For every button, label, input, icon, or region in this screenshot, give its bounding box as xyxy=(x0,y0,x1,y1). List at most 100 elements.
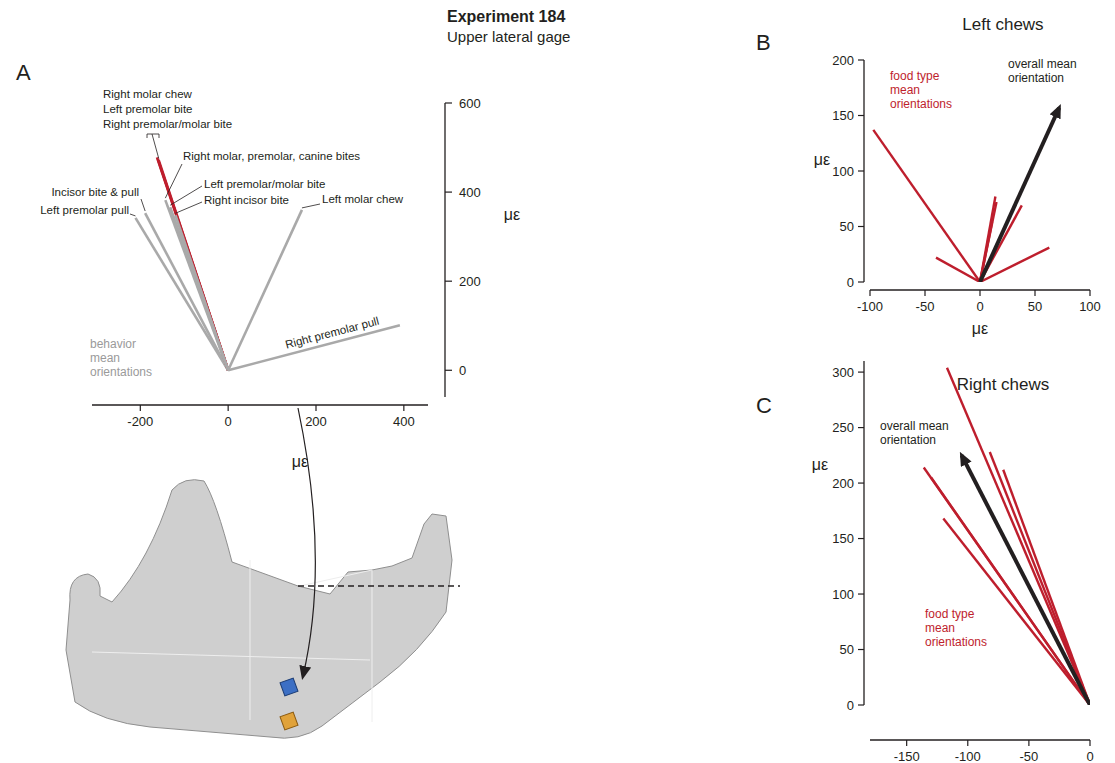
x-tick xyxy=(140,405,141,411)
panel-title: Left chews xyxy=(962,15,1043,34)
figure: Experiment 184 Upper lateral gage A -200 0 20… xyxy=(0,0,1115,763)
vector-label: Right incisor bite xyxy=(204,194,289,206)
panel-letter: B xyxy=(756,30,771,55)
x-tick xyxy=(1034,290,1035,296)
vector-label: Left premolar/molar bite xyxy=(204,178,325,190)
y-tick xyxy=(858,371,864,372)
annotation-line: orientation xyxy=(880,433,936,447)
x-tick-label: -50 xyxy=(1019,749,1038,763)
vector-label: Left molar chew xyxy=(322,193,404,205)
bracket xyxy=(147,134,159,138)
y-tick xyxy=(858,170,864,171)
vector xyxy=(1003,470,1090,705)
annotation-line: food type xyxy=(890,69,940,83)
y-tick xyxy=(858,115,864,116)
panel-B: BLeft chews-100-50050100050100150200μεμε… xyxy=(756,15,1101,337)
vector xyxy=(165,200,228,370)
y-axis-title: με xyxy=(812,456,828,473)
y-tick xyxy=(445,191,452,192)
y-tick-label: 50 xyxy=(840,219,854,234)
x-tick-label: 50 xyxy=(1028,299,1042,314)
panel-letter: A xyxy=(16,60,31,85)
annotation-line: orientations xyxy=(890,97,952,111)
vectors xyxy=(135,157,399,370)
y-axis xyxy=(444,103,445,397)
annotation: food typemeanorientations xyxy=(890,69,952,111)
x-tick-label: 100 xyxy=(1079,299,1101,314)
vector xyxy=(159,160,228,370)
x-tick-label: 0 xyxy=(1086,749,1093,763)
upper-gage xyxy=(280,678,298,696)
x-axis xyxy=(92,404,428,405)
y-tick xyxy=(858,482,864,483)
vector xyxy=(936,258,980,282)
x-tick-label: -150 xyxy=(894,749,920,763)
y-axis-title: με xyxy=(504,206,520,223)
x-tick-label: -200 xyxy=(127,414,153,429)
y-tick xyxy=(858,427,864,428)
panel-letter: C xyxy=(756,393,772,418)
vectors xyxy=(924,368,1090,705)
mandible xyxy=(66,480,452,739)
annotation-line: food type xyxy=(925,607,975,621)
y-tick-label: 200 xyxy=(832,476,854,491)
y-tick-label: 100 xyxy=(832,164,854,179)
annotation-line: orientations xyxy=(925,635,987,649)
vector-labels: Left premolar pull Incisor bite & pull Rig… xyxy=(40,88,404,351)
annotation: overall meanorientation xyxy=(880,419,949,447)
x-tick-label: 200 xyxy=(305,414,327,429)
x-axis-title: με xyxy=(972,320,988,337)
mandible-illustration xyxy=(66,408,460,738)
annotation-line: overall mean xyxy=(880,419,949,433)
vector-label: Left premolar pull xyxy=(40,204,129,216)
vector-label: Left premolar bite xyxy=(103,103,193,115)
vector xyxy=(980,202,997,282)
lower-gage xyxy=(280,712,298,730)
occlusal-line xyxy=(298,585,460,587)
x-tick xyxy=(1089,740,1090,746)
y-tick-label: 600 xyxy=(459,96,481,111)
annotation-line: mean xyxy=(890,83,920,97)
mean-vector xyxy=(980,108,1059,282)
leader-line xyxy=(170,186,202,205)
y-tick-label: 0 xyxy=(847,275,854,290)
vector xyxy=(145,213,228,370)
vector xyxy=(931,478,1090,705)
x-tick-label: 0 xyxy=(976,299,983,314)
y-tick xyxy=(445,370,452,371)
x-axis-title: με xyxy=(292,453,308,470)
leader-line xyxy=(302,204,320,208)
x-tick-label: 0 xyxy=(225,414,232,429)
mandible-guide xyxy=(92,560,372,722)
vector xyxy=(990,452,1090,705)
leader-line xyxy=(152,134,159,158)
pointer-arrow xyxy=(298,408,315,676)
y-tick-label: 200 xyxy=(459,274,481,289)
y-tick-label: 0 xyxy=(459,363,466,378)
y-tick-label: 300 xyxy=(832,365,854,380)
vector-label: Incisor bite & pull xyxy=(51,186,139,198)
y-tick xyxy=(858,59,864,60)
y-tick xyxy=(858,649,864,650)
y-tick-label: 50 xyxy=(840,642,854,657)
x-tick xyxy=(906,740,907,746)
x-tick xyxy=(1028,740,1029,746)
vector-label: Right premolar/molar bite xyxy=(103,118,232,130)
y-tick xyxy=(445,281,452,282)
y-tick-label: 250 xyxy=(832,420,854,435)
x-tick-label: 400 xyxy=(393,414,415,429)
x-tick xyxy=(403,405,404,411)
annotation-line: overall mean xyxy=(1008,57,1077,71)
x-tick-label: -50 xyxy=(916,299,935,314)
figure-title: Experiment 184 xyxy=(447,8,565,25)
y-tick-label: 200 xyxy=(832,53,854,68)
y-axis xyxy=(863,361,864,705)
annotation-line: orientation xyxy=(1008,71,1064,85)
vector xyxy=(924,468,1090,705)
mean-vector xyxy=(962,455,1090,705)
figure-subtitle: Upper lateral gage xyxy=(447,28,570,45)
y-tick-label: 400 xyxy=(459,185,481,200)
x-tick xyxy=(924,290,925,296)
vector xyxy=(158,159,228,370)
leader-line xyxy=(175,202,202,213)
